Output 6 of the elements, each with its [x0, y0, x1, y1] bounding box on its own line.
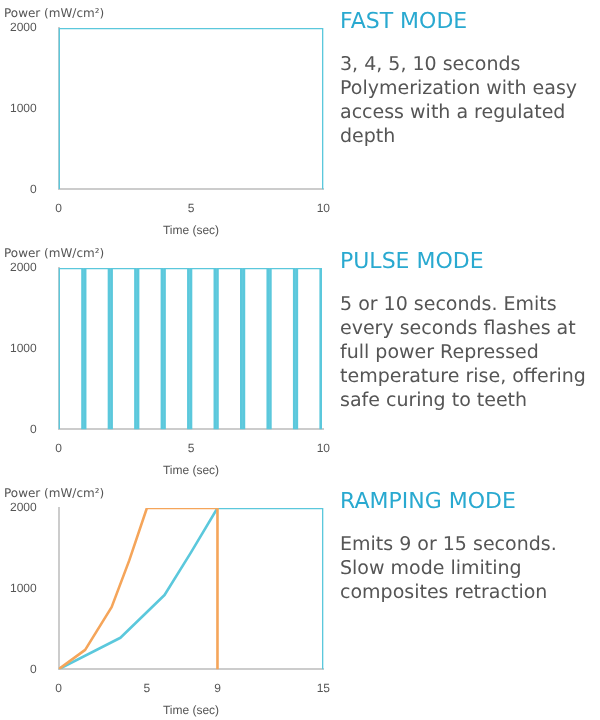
text: 3, 4, 5, 10 seconds Polymerization with easy access with a regulated depth	[340, 54, 580, 150]
text: 5 or 10 seconds. Emits every seconds flashes at full power Repressed temperature rise, offering safe curing to teeth	[340, 294, 588, 414]
text: FAST MODE	[340, 8, 470, 34]
text: PULSE MODE	[340, 248, 486, 274]
text: Emits 9 or 15 seconds. Slow mode limiting composites retraction	[340, 534, 559, 606]
text: RAMPING MODE	[340, 488, 518, 514]
